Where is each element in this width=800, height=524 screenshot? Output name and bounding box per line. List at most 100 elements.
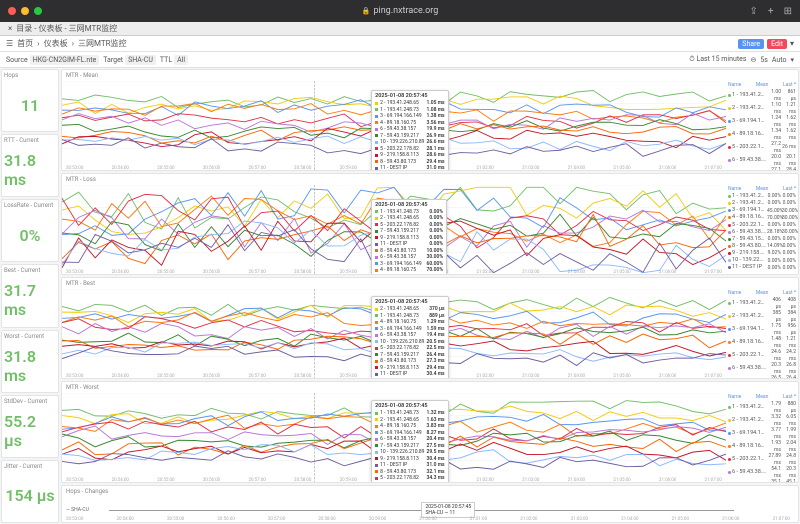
- filter-target[interactable]: Target SHA-CU: [103, 55, 156, 65]
- chart-tooltip: 2025-01-08 20:57:451 - 193.41.248.731.32…: [371, 400, 449, 483]
- stat-card-0[interactable]: Hops 11: [1, 69, 59, 132]
- url-bar[interactable]: 🔒 ping.nxtrace.org: [362, 6, 439, 16]
- legend-row[interactable]: 3 - 69.194.166.149 1.75 ms 956 μs: [728, 323, 796, 336]
- minimize-window-icon[interactable]: [21, 7, 29, 15]
- changes-xaxis: 20:53:0020:54:0020:55:0020:56:0020:57:00…: [62, 517, 794, 522]
- tab-close-icon[interactable]: ×: [8, 24, 12, 33]
- share-icon[interactable]: ⇪: [750, 6, 758, 17]
- chart-panel-1[interactable]: MTR - Loss NameMeanLast * 1 - 193.41.248…: [61, 173, 799, 275]
- window-controls[interactable]: [8, 7, 42, 15]
- stat-value: 31.8 ms: [4, 146, 56, 194]
- filter-source[interactable]: Source HKG-CN2GIM-FL.nte: [6, 55, 99, 65]
- stat-card-1[interactable]: RTT - Current 31.8 ms: [1, 134, 59, 197]
- legend-row[interactable]: 6 - 59.43.38.157 20.3 ms 26.8 ms: [728, 362, 796, 375]
- chart-title: MTR - Loss: [62, 174, 798, 185]
- legend-row[interactable]: 5 - 203.22.178.82 24.6 ms 24.2 ms: [728, 349, 796, 362]
- legend-row[interactable]: 6 - 59.43.38.157 28.18% 30.00%: [728, 229, 796, 236]
- chart-tooltip: 2025-01-08 20:57:452 - 193.41.248.651.05…: [371, 90, 449, 171]
- legend-row[interactable]: 2 - 193.41.248.65 3.32 ms 6.05 ms: [728, 414, 796, 427]
- tabs-icon[interactable]: ⊞: [784, 6, 792, 17]
- stat-title: LossRate - Current: [4, 202, 56, 209]
- chart-panel-0[interactable]: MTR - Mean NameMeanLast * 1 - 193.41.248…: [61, 69, 799, 171]
- breadcrumb-bar: ☰ 首页 › 仪表板 › 三网MTR监控 Share Edit ▾: [0, 36, 800, 52]
- stat-value: 154 μs: [4, 472, 56, 520]
- stat-card-2[interactable]: LossRate - Current 0%: [1, 199, 59, 262]
- stat-card-4[interactable]: Worst - Current 31.8 ms: [1, 330, 59, 393]
- legend-row[interactable]: 5 - 203.22.178.82 27.89 ms 24.8 ms: [728, 453, 796, 466]
- stat-title: RTT - Current: [4, 137, 56, 144]
- legend-row[interactable]: 1 - 193.41.248.73 1.00 ms 861 μs: [728, 89, 796, 102]
- legend-row[interactable]: 1 - 193.41.248.73 406 μs 408 μs: [728, 297, 796, 310]
- filter-ttl[interactable]: TTL All: [160, 55, 188, 65]
- dashboard-main: Hops 11RTT - Current 31.8 msLossRate - C…: [0, 68, 800, 524]
- chart-panel-3[interactable]: MTR - Worst NameMeanLast * 1 - 193.41.24…: [61, 381, 799, 483]
- filter-bar: Source HKG-CN2GIM-FL.nte Target SHA-CU T…: [0, 52, 800, 68]
- edit-button[interactable]: Edit: [767, 39, 787, 49]
- legend-row[interactable]: 4 - 89.18.160.75 1.34 ms 1.62 ms: [728, 128, 796, 141]
- legend-row[interactable]: 9 - 219.158.8.113 9.02% 0.00%: [728, 250, 796, 257]
- crumb-home[interactable]: 首页: [17, 38, 33, 49]
- legend-row[interactable]: 6 - 59.43.38.157 54.1 ms 20.3 ms: [728, 466, 796, 479]
- legend-row[interactable]: 8 - 59.43.80.173 14.09% 0.00%: [728, 243, 796, 250]
- legend-row[interactable]: 7 - 59.43.159.217 35.1 ms 45.1 ms: [728, 479, 796, 483]
- stat-title: Best - Current: [4, 267, 56, 274]
- legend-row[interactable]: 10 - 139.226.210.89 0.00% 0.00%: [728, 257, 796, 264]
- chevron-down-icon[interactable]: ▾: [790, 56, 794, 64]
- legend-row[interactable]: 5 - 203.22.178.82 0.00% 0.00%: [728, 222, 796, 229]
- browser-titlebar: 🔒 ping.nxtrace.org ⇪ + ⊞: [0, 0, 800, 22]
- legend-row[interactable]: 7 - 59.43.159.217 27.1 ms 28.4 ms: [728, 167, 796, 171]
- chart-panel-2[interactable]: MTR - Best NameMeanLast * 1 - 193.41.248…: [61, 277, 799, 379]
- legend-row[interactable]: 5 - 203.22.178.82 27.2 ms 26 ms: [728, 141, 796, 154]
- legend-row[interactable]: 3 - 69.194.166.149 3.77 ms 1.99 ms: [728, 427, 796, 440]
- legend-row[interactable]: 1 - 193.41.248.73 1.79 ms 880 μs: [728, 401, 796, 414]
- refresh-interval[interactable]: 5s: [760, 56, 768, 64]
- stat-value: 11: [4, 81, 56, 129]
- browser-tab[interactable]: × 目录 - 仪表板 - 三网MTR监控: [0, 22, 800, 36]
- legend-row[interactable]: 7 - 59.43.159.217 0.00% 0.00%: [728, 236, 796, 243]
- crumb-section[interactable]: 仪表板: [44, 38, 68, 49]
- legend-row[interactable]: 1 - 193.41.248.73 0.00% 0.00%: [728, 193, 796, 200]
- stat-value: 55.2 μs: [4, 407, 56, 455]
- lock-icon: 🔒: [362, 7, 371, 15]
- zoom-out-icon[interactable]: ⊖: [750, 56, 756, 64]
- stat-title: Worst - Current: [4, 333, 56, 340]
- changes-tooltip: 2025-01-08 20:57:45SHA-CU — 11: [421, 502, 475, 518]
- stat-card-3[interactable]: Best - Current 31.7 ms: [1, 264, 59, 327]
- legend-row[interactable]: 11 - DEST IP 0.00% 0.00%: [728, 264, 796, 271]
- crumb-page[interactable]: 三网MTR监控: [78, 38, 127, 49]
- legend-row[interactable]: 3 - 69.194.166.149 45.00% 30.00%: [728, 207, 796, 214]
- plus-icon[interactable]: +: [768, 6, 774, 17]
- share-button[interactable]: Share: [738, 39, 764, 49]
- legend-row[interactable]: 2 - 193.41.248.65 1.10 ms 1.21 ms: [728, 102, 796, 115]
- charts-column: MTR - Mean NameMeanLast * 1 - 193.41.248…: [60, 68, 800, 524]
- chevron-down-icon[interactable]: ▾: [790, 39, 794, 48]
- chart-legend: NameMeanLast * 1 - 193.41.248.73 406 μs …: [726, 289, 798, 379]
- menu-icon[interactable]: ☰: [6, 39, 13, 48]
- chart-title: MTR - Worst: [62, 382, 798, 393]
- legend-row[interactable]: 4 - 89.18.160.75 1.93 ms 2.04 ms: [728, 440, 796, 453]
- stat-title: Hops: [4, 72, 56, 79]
- stat-value: 0%: [4, 211, 56, 259]
- legend-row[interactable]: 6 - 59.43.38.157 20.0 ms 20.1 ms: [728, 154, 796, 167]
- stat-card-6[interactable]: Jitter - Current 154 μs: [1, 460, 59, 523]
- legend-row[interactable]: 4 - 89.18.160.75 1.48 ms 1.21 ms: [728, 336, 796, 349]
- chart-tooltip: 2025-01-08 20:57:452 - 193.41.248.65370 …: [371, 296, 449, 379]
- time-range-picker[interactable]: ⏱ Last 15 minutes: [689, 55, 746, 64]
- auto-refresh[interactable]: Auto: [772, 56, 787, 64]
- stat-value: 31.8 ms: [4, 342, 56, 390]
- stat-card-5[interactable]: StdDev - Current 55.2 μs: [1, 395, 59, 458]
- browser-toolbar-icons: ⇪ + ⊞: [750, 6, 792, 17]
- legend-row[interactable]: 3 - 69.194.166.149 1.24 ms 1.62 ms: [728, 115, 796, 128]
- changes-timeline: 2025-01-08 20:57:45SHA-CU — 11: [109, 510, 734, 511]
- stat-value: 31.7 ms: [4, 276, 56, 324]
- stat-sidebar: Hops 11RTT - Current 31.8 msLossRate - C…: [0, 68, 60, 524]
- legend-row[interactable]: 4 - 89.18.160.75 70.00% 80.00%: [728, 214, 796, 221]
- close-window-icon[interactable]: [8, 7, 16, 15]
- legend-row[interactable]: 2 - 193.41.248.65 385 μs 384 μs: [728, 310, 796, 323]
- legend-row[interactable]: 2 - 193.41.248.65 0.00% 0.00%: [728, 200, 796, 207]
- hops-changes-panel[interactable]: Hops - Changes — SHA-CU 2025-01-08 20:57…: [61, 485, 799, 523]
- stat-title: StdDev - Current: [4, 398, 56, 405]
- legend-row[interactable]: 7 - 59.43.159.217 26.5 ms 26.4 ms: [728, 375, 796, 379]
- maximize-window-icon[interactable]: [34, 7, 42, 15]
- chart-title: MTR - Mean: [62, 70, 798, 81]
